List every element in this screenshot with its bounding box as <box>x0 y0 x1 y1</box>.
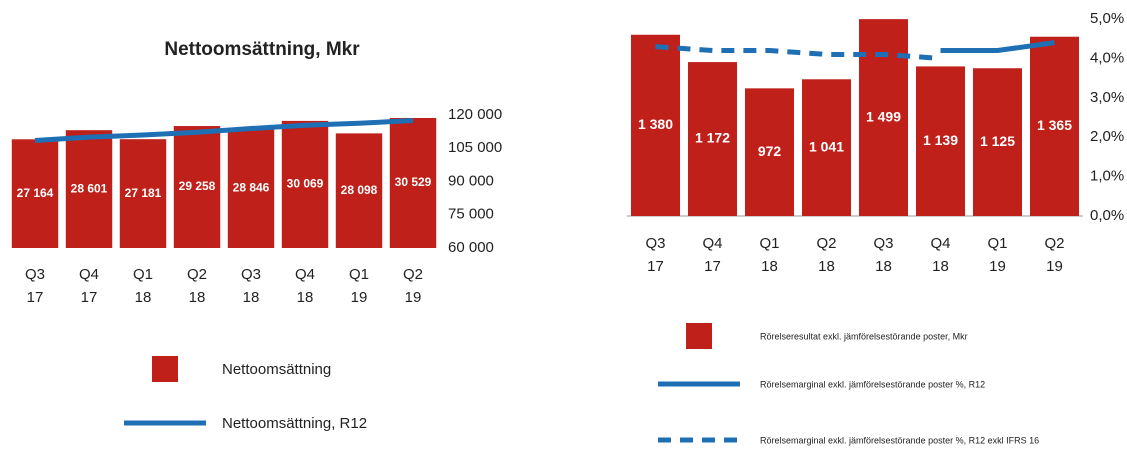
x-tick-label: 18 <box>875 258 892 275</box>
bar <box>173 126 221 248</box>
bar-value-label: 28 846 <box>233 180 270 194</box>
bar-value-label: 30 069 <box>287 177 324 191</box>
x-tick-label: Q3 <box>645 235 665 252</box>
bar <box>858 19 909 216</box>
bar-value-label: 972 <box>758 143 782 159</box>
y2-tick-label: 60 000 <box>448 239 494 256</box>
legend-label: Rörelsemarginal exkl. jämförelsestörande… <box>760 435 1039 445</box>
bar-value-label: 1 172 <box>695 130 730 146</box>
y2-tick-label: 75 000 <box>448 206 494 223</box>
x-tick-label: Q4 <box>295 266 315 283</box>
bar-value-label: 28 601 <box>71 181 108 195</box>
x-tick-label: 17 <box>81 289 98 306</box>
bar-value-label: 1 499 <box>866 108 901 124</box>
bar <box>801 79 852 216</box>
legend-label: Nettoomsättning, R12 <box>222 415 367 432</box>
x-tick-label: Q3 <box>873 235 893 252</box>
x-tick-label: Q2 <box>403 266 423 283</box>
bar <box>227 128 275 248</box>
bar <box>630 34 681 217</box>
bar-value-label: 1 125 <box>980 133 1015 149</box>
y2-tick-label: 4,0% <box>1090 49 1124 66</box>
bar-value-label: 1 380 <box>638 116 673 132</box>
y2-tick-label: 2,0% <box>1090 128 1124 145</box>
x-tick-label: 18 <box>243 289 260 306</box>
y2-tick-label: 5,0% <box>1090 10 1124 27</box>
line <box>655 44 941 61</box>
bar <box>281 120 329 248</box>
x-tick-label: 18 <box>761 258 778 275</box>
bar-value-label: 30 529 <box>395 175 432 189</box>
bar <box>687 62 738 216</box>
x-tick-label: Q1 <box>349 266 369 283</box>
x-tick-label: Q2 <box>816 235 836 252</box>
bar <box>119 139 167 248</box>
legend-swatch <box>152 356 178 382</box>
bar <box>1029 36 1080 217</box>
bar <box>744 88 795 216</box>
x-tick-label: Q2 <box>187 266 207 283</box>
chart-title: Nettoomsättning, Mkr <box>164 39 360 60</box>
y2-tick-label: 1,0% <box>1090 168 1124 185</box>
bar <box>335 133 383 248</box>
x-tick-label: Q1 <box>987 235 1007 252</box>
bar <box>11 139 59 248</box>
x-tick-label: 18 <box>135 289 152 306</box>
x-tick-label: Q1 <box>759 235 779 252</box>
bar-value-label: 1 139 <box>923 132 958 148</box>
x-tick-label: 18 <box>189 289 206 306</box>
x-tick-label: 19 <box>1046 258 1063 275</box>
line <box>940 40 1055 54</box>
x-tick-label: Q1 <box>133 266 153 283</box>
y2-tick-label: 90 000 <box>448 172 494 189</box>
x-tick-label: Q4 <box>930 235 950 252</box>
y2-tick-label: 0,0% <box>1090 207 1124 224</box>
x-tick-label: 17 <box>704 258 721 275</box>
bar-value-label: 1 041 <box>809 138 844 154</box>
bar-value-label: 27 181 <box>125 186 162 200</box>
legend-label: Nettoomsättning <box>222 361 331 378</box>
x-tick-label: Q3 <box>25 266 45 283</box>
bar <box>65 130 113 248</box>
bar-value-label: 29 258 <box>179 179 216 193</box>
x-tick-label: Q4 <box>79 266 99 283</box>
x-tick-label: 18 <box>297 289 314 306</box>
bar-value-label: 27 164 <box>17 186 54 200</box>
line <box>34 117 414 143</box>
x-tick-label: Q2 <box>1044 235 1064 252</box>
x-tick-label: 19 <box>989 258 1006 275</box>
bar <box>915 66 966 216</box>
y2-tick-label: 105 000 <box>448 139 502 156</box>
y2-tick-label: 120 000 <box>448 106 502 123</box>
bar <box>389 117 437 248</box>
x-tick-label: 17 <box>27 289 44 306</box>
x-tick-label: 18 <box>932 258 949 275</box>
legend-swatch <box>686 323 712 349</box>
x-tick-label: Q4 <box>702 235 722 252</box>
x-tick-label: 18 <box>818 258 835 275</box>
legend-label: Rörelseresultat exkl. jämförelsestörande… <box>760 331 968 341</box>
x-tick-label: 19 <box>351 289 368 306</box>
x-tick-label: 19 <box>405 289 422 306</box>
x-tick-label: 17 <box>647 258 664 275</box>
x-tick-label: Q3 <box>241 266 261 283</box>
bar-value-label: 28 098 <box>341 183 378 197</box>
bar <box>972 68 1023 216</box>
legend-label: Rörelsemarginal exkl. jämförelsestörande… <box>760 379 985 389</box>
bar-value-label: 1 365 <box>1037 117 1072 133</box>
y2-tick-label: 3,0% <box>1090 89 1124 106</box>
